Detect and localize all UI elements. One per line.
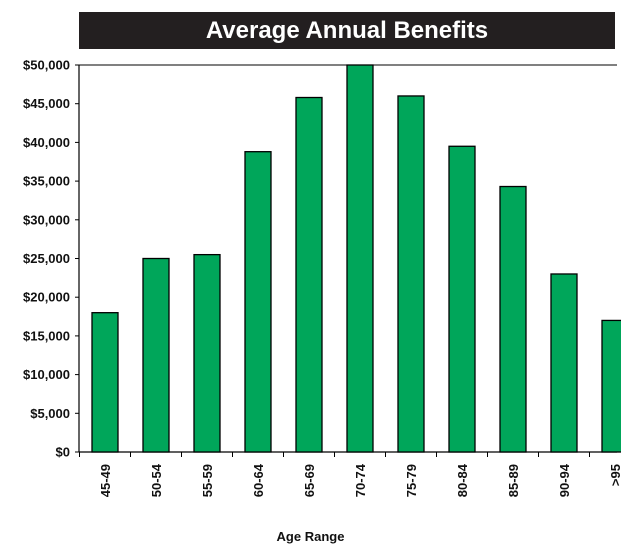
y-tick-label: $20,000: [23, 290, 70, 305]
y-tick-label: $25,000: [23, 251, 70, 266]
bar-series: [91, 64, 621, 453]
bar-65-69: [295, 96, 323, 453]
x-axis-label: Age Range: [276, 529, 345, 544]
y-tick-label: $40,000: [23, 135, 70, 150]
bar-45-49: [91, 312, 119, 453]
x-tick-label: 85-89: [506, 464, 521, 497]
bar-50-54: [142, 257, 170, 453]
x-tick-label: >95: [608, 464, 621, 486]
x-tick-label: 65-69: [302, 464, 317, 497]
y-tick-label: $0: [56, 445, 70, 460]
x-tick-label: 75-79: [404, 464, 419, 497]
y-tick-label: $15,000: [23, 328, 70, 343]
x-tick-label: 90-94: [557, 463, 572, 497]
y-axis: $0 $5,000 $10,000 $15,000 $20,000 $25,000 $30,…: [23, 58, 79, 460]
y-tick-label: $35,000: [23, 174, 70, 189]
bar-85-89: [499, 185, 527, 453]
y-tick-label: $10,000: [23, 367, 70, 382]
y-tick-label: $30,000: [23, 212, 70, 227]
chart-title: Average Annual Benefits: [79, 12, 615, 49]
x-tick-label: 45-49: [98, 464, 113, 497]
bar-70-74: [346, 64, 374, 453]
x-tick-label: 80-84: [455, 463, 470, 497]
bar-60-64: [244, 151, 272, 453]
bar-55-59: [193, 253, 221, 453]
bar-75-79: [397, 95, 425, 453]
x-axis: 45-49 50-54 55-59 60-64 65-69 70-74 75-79 80-84…: [79, 452, 621, 497]
bar-95: [601, 319, 621, 453]
x-tick-label: 55-59: [200, 464, 215, 497]
x-tick-label: 70-74: [353, 463, 368, 497]
y-tick-label: $5,000: [30, 406, 70, 421]
y-tick-label: $45,000: [23, 96, 70, 111]
bar-90-94: [550, 273, 578, 453]
x-tick-label: 60-64: [251, 463, 266, 497]
bar-80-84: [448, 145, 476, 453]
x-tick-label: 50-54: [149, 463, 164, 497]
y-tick-label: $50,000: [23, 58, 70, 73]
